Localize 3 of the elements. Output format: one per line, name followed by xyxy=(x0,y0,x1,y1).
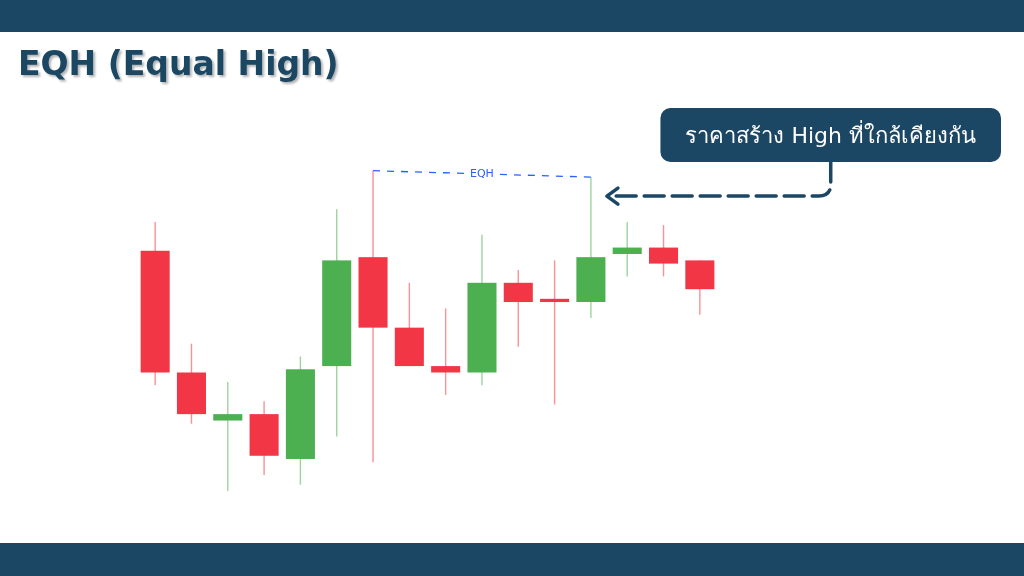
chart-title: EQH (Equal High) xyxy=(18,44,339,83)
series-label: EQH xyxy=(470,167,494,181)
callout: ราคาสร้าง High ที่ใกล้เคียงกัน xyxy=(660,108,1001,162)
